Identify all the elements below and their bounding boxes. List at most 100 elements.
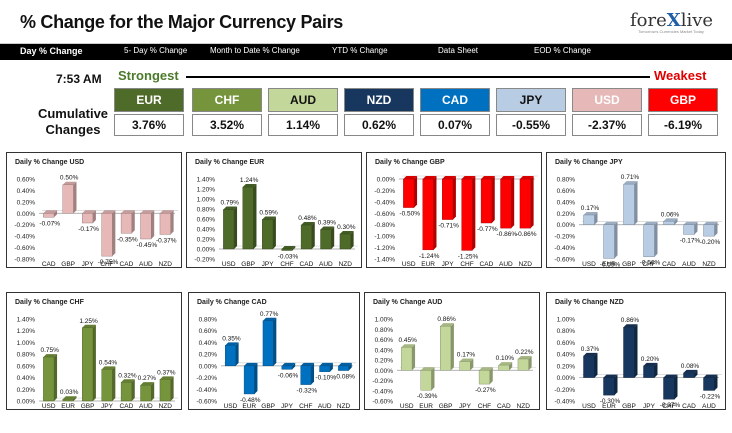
bar-side bbox=[234, 206, 238, 249]
x-tick-label: JPY bbox=[442, 261, 455, 268]
data-label: 0.37% bbox=[157, 369, 176, 376]
cumulative-value-nzd: 0.62% bbox=[344, 114, 414, 136]
bar bbox=[643, 365, 655, 378]
x-tick-label: GBP bbox=[261, 403, 275, 410]
bar bbox=[43, 356, 55, 402]
bar-top bbox=[517, 355, 532, 359]
y-tick-label: -0.20% bbox=[194, 257, 215, 264]
chart-chf: 1.40% 1.20% 1.00% 0.80% 0.60% 0.40% 0.20% 0.00%… bbox=[17, 317, 178, 410]
data-label: -0.10% bbox=[315, 375, 336, 382]
tab-day-change[interactable]: Day % Change bbox=[20, 46, 83, 56]
bar-side bbox=[714, 374, 718, 391]
x-tick-label: JPY bbox=[643, 403, 656, 410]
bar-side bbox=[350, 231, 354, 249]
chart-panel-chf: Daily % Change CHF 1.40% 1.20% 1.00% 0.80% 0.… bbox=[6, 292, 182, 410]
y-tick-label: 1.00% bbox=[557, 317, 576, 324]
y-tick-label: 0.20% bbox=[557, 363, 576, 370]
chart-title: Daily % Change GBP bbox=[375, 159, 445, 166]
x-tick-label: NZD bbox=[517, 403, 531, 410]
x-tick-label: CHF bbox=[100, 261, 113, 268]
data-label: -0.17% bbox=[78, 226, 99, 233]
y-tick-label: 0.80% bbox=[197, 207, 216, 214]
bar-top bbox=[643, 221, 658, 225]
tab-5day-change[interactable]: 5- Day % Change bbox=[124, 46, 188, 55]
bar-top bbox=[62, 181, 77, 185]
bar-side bbox=[311, 362, 315, 385]
y-tick-label: 0.00% bbox=[197, 247, 216, 254]
x-tick-label: USD bbox=[224, 403, 238, 410]
y-tick-label: 0.40% bbox=[17, 375, 36, 382]
x-tick-label: GBP bbox=[241, 261, 255, 268]
data-label: -1.24% bbox=[419, 253, 440, 260]
data-label: -0.22% bbox=[700, 393, 721, 400]
x-tick-label: CAD bbox=[480, 261, 494, 268]
bar bbox=[62, 184, 74, 214]
bar-top bbox=[420, 367, 435, 371]
tab-ytd-change[interactable]: YTD % Change bbox=[332, 46, 388, 55]
x-tick-label: AUD bbox=[702, 403, 716, 410]
bar-side bbox=[530, 176, 534, 229]
bar-side bbox=[470, 358, 474, 371]
x-tick-label: EUR bbox=[419, 403, 433, 410]
bar-top bbox=[338, 362, 352, 366]
y-tick-label: 0.40% bbox=[199, 340, 218, 347]
data-label: 0.59% bbox=[259, 210, 278, 217]
chart-panel-gbp: Daily % Change GBP 0.00% -0.20% -0.40% -0.60… bbox=[366, 152, 542, 268]
bar-side bbox=[235, 342, 239, 366]
data-label: 0.50% bbox=[60, 175, 79, 182]
cumulative-value-cad: 0.07% bbox=[420, 114, 490, 136]
y-tick-label: 0.00% bbox=[17, 211, 36, 218]
bar-side bbox=[151, 382, 155, 401]
bar-side bbox=[654, 221, 658, 257]
y-tick-label: -0.20% bbox=[372, 378, 393, 385]
y-tick-label: 1.00% bbox=[375, 317, 394, 324]
bar-side bbox=[73, 181, 77, 214]
tab-eod-change[interactable]: EOD % Change bbox=[534, 46, 591, 55]
bar-top bbox=[43, 354, 58, 358]
bar bbox=[623, 183, 635, 225]
data-label: 0.08% bbox=[681, 363, 700, 370]
bar bbox=[140, 384, 152, 402]
x-tick-label: CAD bbox=[682, 403, 696, 410]
y-tick-label: 0.20% bbox=[375, 358, 394, 365]
x-tick-label: USD bbox=[222, 261, 236, 268]
bar-side bbox=[292, 246, 296, 251]
forexlive-logo[interactable]: foreXlive Tomorrow's Currencies Market T… bbox=[630, 10, 713, 42]
bar-top bbox=[281, 362, 296, 366]
tab-month-to-date[interactable]: Month to Date % Change bbox=[210, 46, 300, 55]
bar bbox=[82, 213, 94, 224]
bar-side bbox=[73, 396, 77, 401]
chart-title: Daily % Change AUD bbox=[373, 299, 443, 306]
tab-data-sheet[interactable]: Data Sheet bbox=[438, 46, 479, 55]
y-tick-label: 0.00% bbox=[557, 375, 576, 382]
cumulative-value-usd: -2.37% bbox=[572, 114, 642, 136]
bar-top bbox=[479, 367, 493, 371]
bar-top bbox=[683, 369, 698, 373]
strongest-label: Strongest bbox=[118, 68, 179, 83]
bar-side bbox=[131, 379, 135, 401]
bar bbox=[243, 365, 255, 395]
x-tick-label: EUR bbox=[421, 261, 435, 268]
bar-side bbox=[331, 226, 335, 249]
currency-code-gbp: GBP bbox=[648, 88, 718, 112]
currency-code-aud: AUD bbox=[268, 88, 338, 112]
y-tick-label: -0.60% bbox=[554, 257, 575, 264]
data-label: -1.25% bbox=[458, 253, 479, 260]
bar-top bbox=[583, 212, 598, 215]
bar-top bbox=[140, 210, 155, 214]
y-tick-label: -0.80% bbox=[374, 222, 395, 229]
bar bbox=[703, 224, 715, 237]
y-tick-label: 0.00% bbox=[557, 222, 576, 229]
y-tick-label: 1.00% bbox=[17, 340, 36, 347]
bar-side bbox=[489, 367, 493, 385]
bar-side bbox=[511, 176, 515, 229]
y-tick-label: 0.80% bbox=[557, 177, 576, 184]
y-tick-label: 1.00% bbox=[197, 197, 216, 204]
cumulative-value-aud: 1.14% bbox=[268, 114, 338, 136]
y-tick-label: 0.80% bbox=[557, 328, 576, 335]
weakest-label: Weakest bbox=[654, 68, 707, 83]
data-label: 1.24% bbox=[240, 177, 259, 184]
bar-side bbox=[112, 210, 116, 257]
y-tick-label: -0.40% bbox=[374, 199, 395, 206]
bar-side bbox=[170, 376, 174, 401]
